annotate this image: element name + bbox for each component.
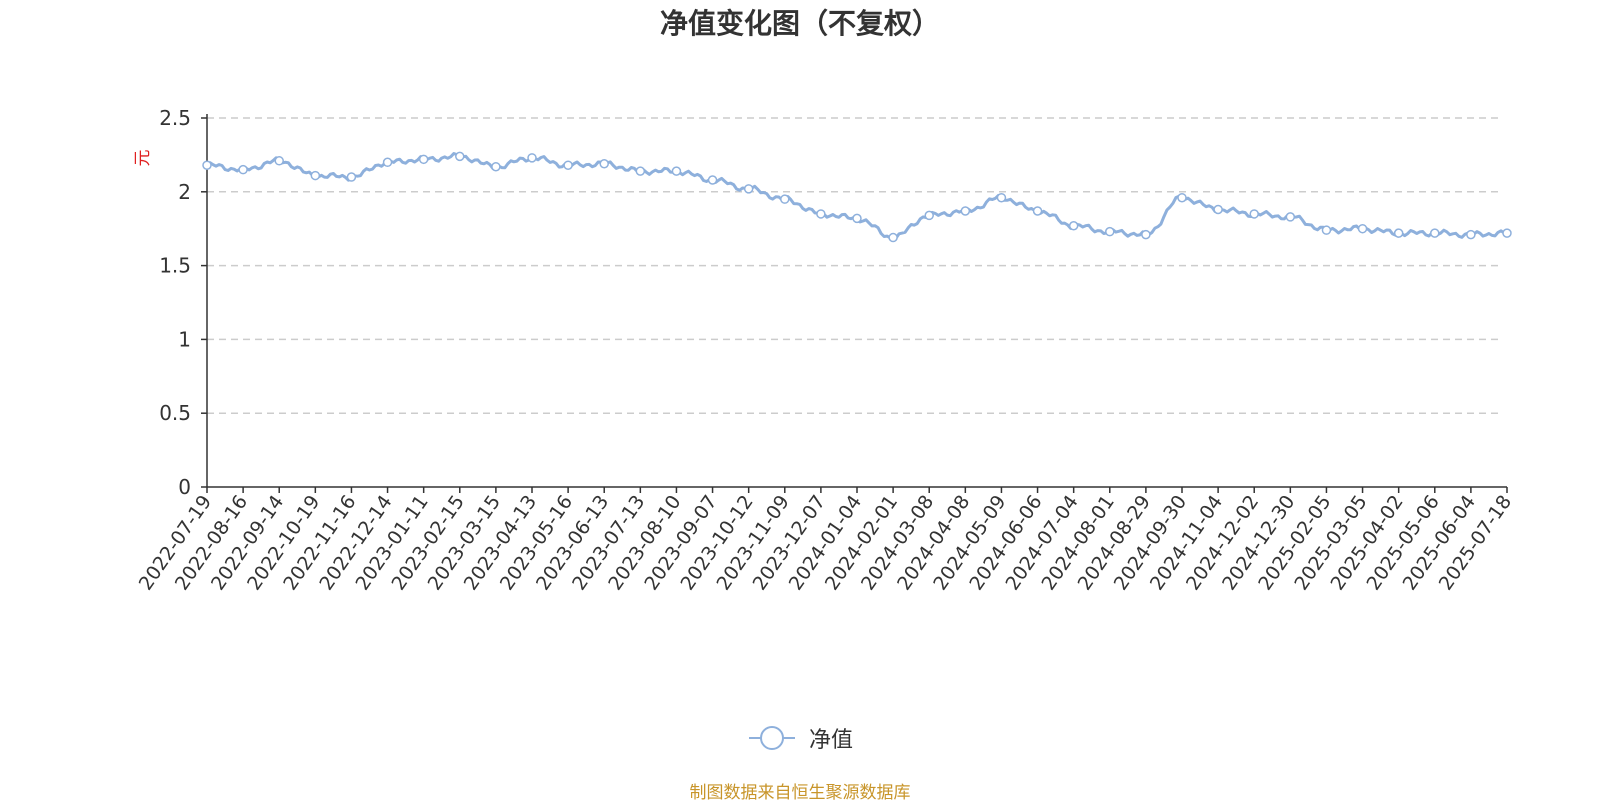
data-point-marker[interactable] bbox=[202, 160, 212, 170]
data-point-marker[interactable] bbox=[707, 175, 718, 185]
data-point-marker[interactable] bbox=[382, 157, 393, 168]
data-point-marker[interactable] bbox=[310, 170, 321, 181]
y-tick-label: 2.5 bbox=[159, 106, 191, 130]
y-tick-labels: 0 0.5 1 1.5 2 2.5 bbox=[159, 106, 191, 499]
data-point-marker[interactable] bbox=[924, 210, 934, 221]
data-point-marker[interactable] bbox=[1141, 229, 1151, 240]
data-point-marker[interactable] bbox=[852, 213, 862, 224]
data-point-marker[interactable] bbox=[346, 172, 357, 182]
data-point-marker[interactable] bbox=[1177, 192, 1187, 203]
y-tick-label: 2 bbox=[178, 180, 191, 204]
data-point-marker[interactable] bbox=[1068, 220, 1079, 231]
data-point-marker[interactable] bbox=[960, 206, 971, 216]
y-tick-label: 1 bbox=[178, 327, 191, 351]
data-point-marker[interactable] bbox=[780, 194, 790, 204]
legend[interactable]: 净值 bbox=[0, 722, 1600, 754]
chart-title: 净值变化图（不复权） bbox=[659, 7, 940, 40]
data-point-marker[interactable] bbox=[1105, 226, 1115, 237]
data-point-marker[interactable] bbox=[1032, 206, 1043, 216]
x-tick-labels: 2022-07-192022-08-162022-09-142022-10-19… bbox=[135, 491, 1516, 594]
data-point-marker[interactable] bbox=[1430, 228, 1440, 238]
data-point-marker[interactable] bbox=[1321, 225, 1332, 235]
y-tick-label: 0.5 bbox=[159, 401, 191, 425]
series-line bbox=[206, 152, 1508, 242]
y-tick-label: 1.5 bbox=[159, 254, 191, 278]
data-point-marker[interactable] bbox=[1502, 228, 1512, 238]
data-point-marker[interactable] bbox=[888, 232, 898, 243]
data-point-marker[interactable] bbox=[1357, 223, 1368, 234]
data-point-marker[interactable] bbox=[274, 156, 284, 166]
data-point-marker[interactable] bbox=[1285, 212, 1296, 222]
data-point-marker[interactable] bbox=[527, 153, 537, 163]
legend-line-circle-icon bbox=[748, 726, 795, 750]
data-point-marker[interactable] bbox=[1466, 229, 1476, 240]
data-point-marker[interactable] bbox=[996, 192, 1007, 203]
data-point-marker[interactable] bbox=[1213, 204, 1223, 215]
axes bbox=[201, 114, 1508, 493]
data-point-marker[interactable] bbox=[455, 151, 465, 162]
data-point-marker[interactable] bbox=[563, 160, 573, 170]
y-axis-label: 元 bbox=[133, 150, 153, 167]
legend-label: 净值 bbox=[808, 728, 853, 753]
data-point-marker[interactable] bbox=[816, 209, 826, 219]
data-point-marker[interactable] bbox=[671, 166, 682, 176]
source-note: 制图数据来自恒生聚源数据库 bbox=[689, 783, 911, 803]
data-point-marker[interactable] bbox=[238, 164, 248, 175]
data-point-marker[interactable] bbox=[1249, 209, 1259, 219]
data-point-marker[interactable] bbox=[491, 161, 501, 172]
data-point-marker[interactable] bbox=[599, 159, 609, 169]
data-point-marker[interactable] bbox=[1393, 228, 1404, 238]
y-tick-label: 0 bbox=[178, 475, 191, 499]
data-point-marker[interactable] bbox=[743, 184, 754, 194]
data-point-marker[interactable] bbox=[635, 166, 646, 176]
data-point-marker[interactable] bbox=[418, 154, 429, 165]
series-layer bbox=[202, 151, 1512, 243]
